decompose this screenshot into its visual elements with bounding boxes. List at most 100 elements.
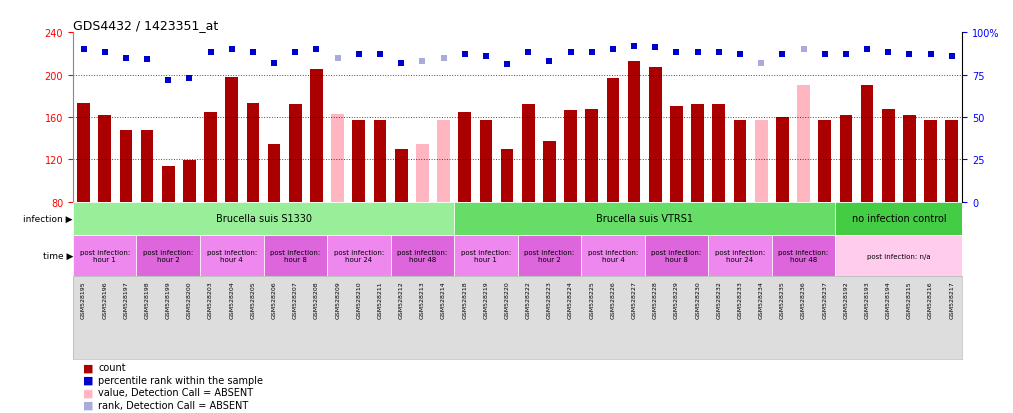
Text: post infection:
hour 1: post infection: hour 1 xyxy=(461,249,511,263)
Text: GSM528213: GSM528213 xyxy=(419,281,424,318)
Bar xyxy=(77,104,90,202)
Text: GSM528220: GSM528220 xyxy=(504,281,510,318)
Text: infection ▶: infection ▶ xyxy=(23,214,73,223)
Text: post infection:
hour 1: post infection: hour 1 xyxy=(80,249,130,263)
Text: GSM528210: GSM528210 xyxy=(357,281,362,318)
Bar xyxy=(712,105,725,202)
Text: GSM528205: GSM528205 xyxy=(250,281,255,318)
Text: GDS4432 / 1423351_at: GDS4432 / 1423351_at xyxy=(73,19,218,32)
Text: time ▶: time ▶ xyxy=(43,252,73,261)
Text: post infection:
hour 24: post infection: hour 24 xyxy=(715,249,765,263)
Text: post infection:
hour 2: post infection: hour 2 xyxy=(143,249,193,263)
Bar xyxy=(840,116,852,202)
Bar xyxy=(733,121,747,202)
Text: GSM528223: GSM528223 xyxy=(547,281,552,318)
Text: percentile rank within the sample: percentile rank within the sample xyxy=(98,375,263,385)
FancyBboxPatch shape xyxy=(772,235,836,277)
FancyBboxPatch shape xyxy=(454,202,836,235)
Text: GSM528217: GSM528217 xyxy=(949,281,954,318)
FancyBboxPatch shape xyxy=(200,235,263,277)
Bar xyxy=(205,112,217,202)
Text: GSM528227: GSM528227 xyxy=(632,281,636,318)
FancyBboxPatch shape xyxy=(644,235,708,277)
Text: GSM528237: GSM528237 xyxy=(823,281,828,318)
Text: post infection:
hour 4: post infection: hour 4 xyxy=(207,249,257,263)
Text: GSM528226: GSM528226 xyxy=(611,281,616,318)
Text: GSM528199: GSM528199 xyxy=(166,281,171,318)
Bar xyxy=(586,109,598,202)
Bar xyxy=(564,110,577,202)
Bar xyxy=(246,104,259,202)
Text: GSM528224: GSM528224 xyxy=(568,281,573,318)
Bar xyxy=(522,105,535,202)
FancyBboxPatch shape xyxy=(454,235,518,277)
Text: post infection:
hour 24: post infection: hour 24 xyxy=(333,249,384,263)
Text: post infection:
hour 2: post infection: hour 2 xyxy=(525,249,574,263)
Bar xyxy=(226,78,238,202)
FancyBboxPatch shape xyxy=(836,202,962,235)
Bar xyxy=(797,86,809,202)
Text: GSM528215: GSM528215 xyxy=(907,281,912,318)
FancyBboxPatch shape xyxy=(708,235,772,277)
FancyBboxPatch shape xyxy=(581,235,644,277)
Text: ■: ■ xyxy=(83,400,93,410)
Bar xyxy=(628,62,640,202)
Bar xyxy=(607,78,619,202)
Text: GSM528235: GSM528235 xyxy=(780,281,785,318)
FancyBboxPatch shape xyxy=(263,235,327,277)
Bar xyxy=(543,142,556,202)
Text: post infection: n/a: post infection: n/a xyxy=(867,253,931,259)
Text: GSM528194: GSM528194 xyxy=(885,281,890,318)
FancyBboxPatch shape xyxy=(327,235,391,277)
Bar xyxy=(353,121,365,202)
Text: GSM528212: GSM528212 xyxy=(399,281,403,318)
Text: GSM528198: GSM528198 xyxy=(145,281,150,318)
FancyBboxPatch shape xyxy=(137,235,200,277)
Text: no infection control: no infection control xyxy=(852,214,946,224)
Text: ■: ■ xyxy=(83,375,93,385)
Bar xyxy=(395,150,407,202)
Bar xyxy=(671,107,683,202)
Bar xyxy=(310,70,323,202)
Text: GSM528234: GSM528234 xyxy=(759,281,764,318)
Bar xyxy=(924,121,937,202)
Text: GSM528211: GSM528211 xyxy=(378,281,383,318)
Text: ■: ■ xyxy=(83,363,93,373)
Bar xyxy=(882,109,894,202)
Bar xyxy=(479,121,492,202)
Text: GSM528193: GSM528193 xyxy=(864,281,869,318)
Bar xyxy=(776,118,789,202)
Bar xyxy=(289,105,302,202)
Text: GSM528206: GSM528206 xyxy=(271,281,277,318)
Bar xyxy=(162,166,174,202)
Text: GSM528203: GSM528203 xyxy=(208,281,213,318)
Bar xyxy=(98,116,111,202)
Text: GSM528200: GSM528200 xyxy=(187,281,191,318)
FancyBboxPatch shape xyxy=(518,235,581,277)
Text: post infection:
hour 4: post infection: hour 4 xyxy=(588,249,638,263)
FancyBboxPatch shape xyxy=(391,235,454,277)
Text: GSM528216: GSM528216 xyxy=(928,281,933,318)
Bar xyxy=(903,116,916,202)
Text: GSM528195: GSM528195 xyxy=(81,281,86,318)
Text: GSM528209: GSM528209 xyxy=(335,281,340,318)
Bar xyxy=(945,121,958,202)
FancyBboxPatch shape xyxy=(73,235,137,277)
Text: post infection:
hour 48: post infection: hour 48 xyxy=(397,249,448,263)
Text: rank, Detection Call = ABSENT: rank, Detection Call = ABSENT xyxy=(98,400,248,410)
Text: GSM528197: GSM528197 xyxy=(124,281,129,318)
Text: GSM528207: GSM528207 xyxy=(293,281,298,318)
Bar xyxy=(819,121,831,202)
FancyBboxPatch shape xyxy=(73,202,454,235)
Bar xyxy=(649,68,661,202)
Bar xyxy=(267,144,281,202)
Bar xyxy=(458,112,471,202)
Text: Brucella suis S1330: Brucella suis S1330 xyxy=(216,214,312,224)
Text: Brucella suis VTRS1: Brucella suis VTRS1 xyxy=(597,214,693,224)
Bar xyxy=(691,105,704,202)
Text: post infection:
hour 48: post infection: hour 48 xyxy=(778,249,829,263)
Text: ■: ■ xyxy=(83,387,93,397)
Text: GSM528229: GSM528229 xyxy=(674,281,679,318)
Text: post infection:
hour 8: post infection: hour 8 xyxy=(651,249,702,263)
Text: GSM528230: GSM528230 xyxy=(695,281,700,318)
